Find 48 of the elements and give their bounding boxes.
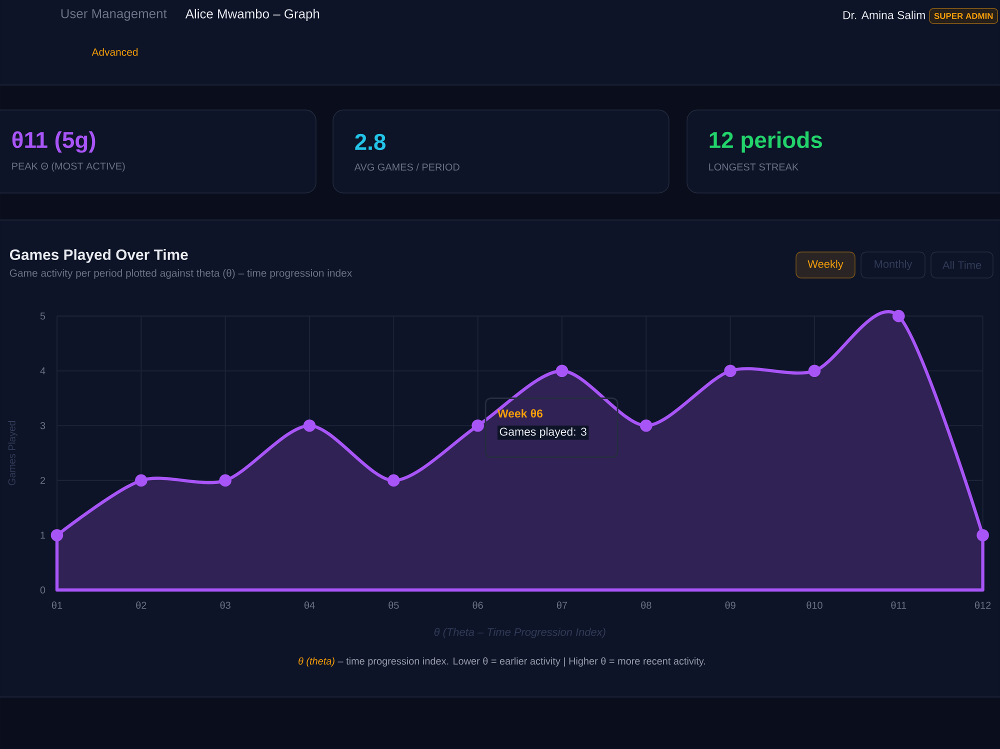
y-tick-label: 5: [40, 312, 46, 320]
y-tick-label: 0: [40, 586, 46, 594]
text: AVG GAMES / PERIOD: [354, 163, 460, 171]
text: Dr. Amina Salim: [843, 10, 925, 20]
point: [472, 420, 484, 432]
text: 2.8: [355, 134, 386, 150]
point: [808, 364, 821, 378]
point: [219, 474, 232, 487]
point: [976, 529, 989, 542]
text: Alice Mwambo – Graph: [185, 8, 320, 22]
text: θ (theta): [298, 657, 334, 667]
point: [640, 420, 652, 432]
text: θ11 (5g): [12, 131, 96, 153]
text: Weekly: [808, 260, 844, 270]
x-tick-label: θ6: [472, 601, 483, 609]
x-tick-label: θ8: [641, 601, 652, 609]
y-tick-label: 4: [40, 367, 46, 374]
text: – time progression index. Lower θ = earlier activity | Higher θ = more recent activity.: [338, 657, 706, 667]
point: [388, 474, 400, 487]
text: LONGEST STREAK: [709, 163, 798, 171]
x-tick-label: θ11: [891, 601, 906, 609]
chart-title: Games Played Over Time: [10, 249, 188, 263]
x-tick-label: θ12: [975, 601, 991, 609]
text: User Management: [61, 9, 167, 21]
x-tick-label: θ10: [806, 601, 822, 609]
x-tick-label: θ1: [52, 601, 62, 609]
point: [892, 310, 905, 322]
x-tick-label: θ2: [136, 601, 146, 609]
x-tick-label: θ7: [556, 601, 568, 609]
point: [556, 364, 568, 378]
text: SUPER ADMIN: [934, 13, 993, 19]
point: [303, 420, 316, 432]
x-tick-label: θ9: [725, 601, 736, 609]
y-tick-label: 1: [40, 532, 46, 539]
x-tick-label: θ3: [220, 601, 230, 609]
annotation: Week θ6: [498, 409, 543, 418]
point: [724, 364, 736, 378]
x-tick-label: θ4: [304, 601, 315, 609]
x-tick-label: θ5: [388, 601, 399, 609]
y-tick-label: 3: [40, 422, 46, 430]
chart-subtitle: Game activity per period plotted against theta (θ) – time progression index: [10, 269, 352, 279]
point: [50, 529, 64, 542]
text: Advanced: [92, 48, 138, 56]
point: [135, 474, 148, 487]
y-tick-label: 2: [40, 476, 46, 484]
text: 12 periods: [710, 131, 822, 153]
text: PEAK Θ (MOST ACTIVE): [12, 162, 125, 172]
annotation: Games played: 3: [500, 427, 586, 438]
